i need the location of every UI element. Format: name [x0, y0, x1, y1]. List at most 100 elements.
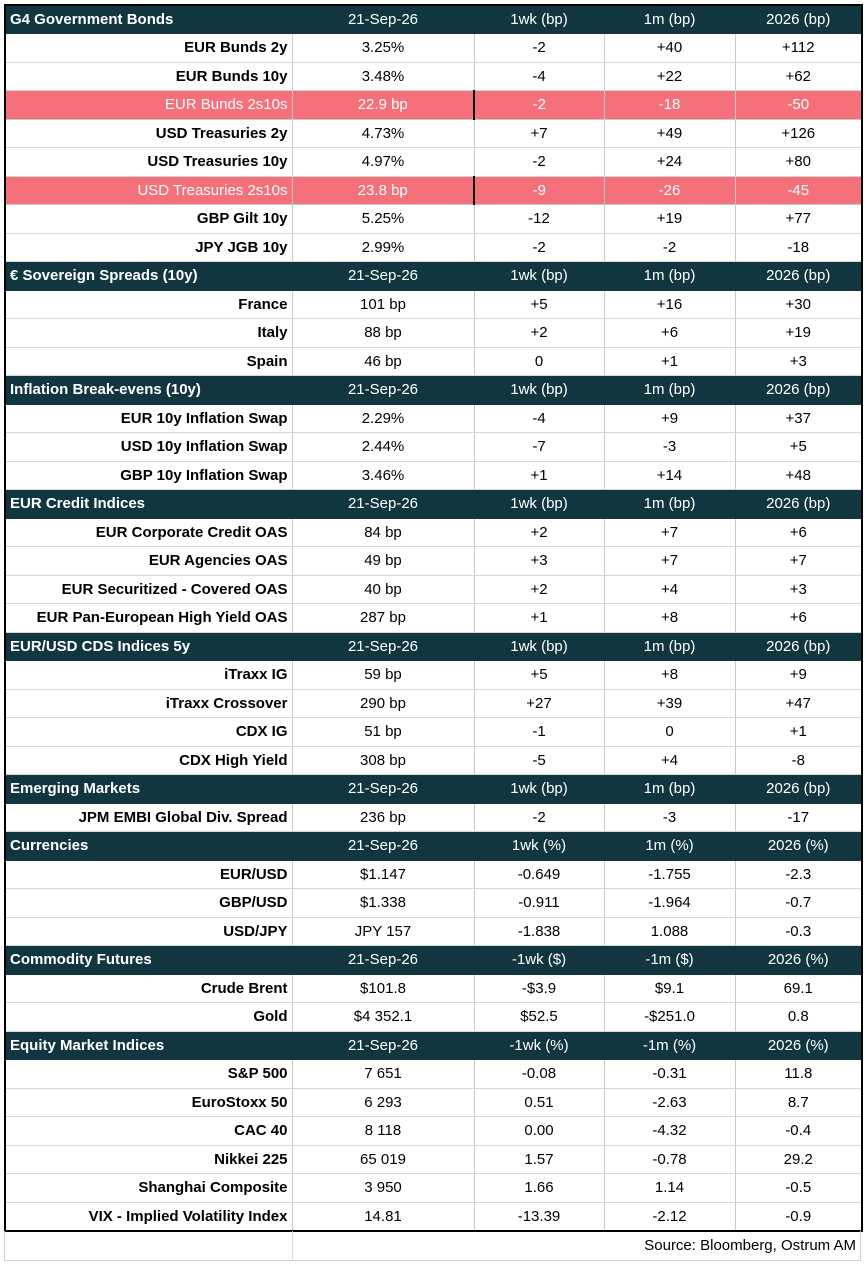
- value-cell: -26: [603, 176, 736, 205]
- value-cell: $4 352.1: [291, 1002, 475, 1032]
- source-footer: Source: Bloomberg, Ostrum AM: [4, 1231, 861, 1261]
- value-cell: 2.99%: [291, 233, 475, 262]
- value-cell: -0.5: [734, 1173, 863, 1203]
- row-label: EUR Agencies OAS: [4, 546, 293, 576]
- row-label: Gold: [4, 1002, 293, 1032]
- table-row: iTraxx Crossover 290 bp +27 +39 +47: [4, 689, 863, 718]
- value-cell: -0.4: [734, 1116, 863, 1146]
- value-cell: -2: [473, 233, 605, 262]
- row-label: USD/JPY: [4, 917, 293, 946]
- value-cell: +27: [473, 689, 605, 718]
- value-cell: -2: [473, 803, 605, 832]
- column-header: -1m ($): [603, 945, 736, 975]
- value-cell: +5: [734, 432, 863, 462]
- section-title: € Sovereign Spreads (10y): [4, 261, 293, 291]
- column-header: 21-Sep-26: [291, 1030, 475, 1060]
- row-label: USD Treasuries 10y: [4, 147, 293, 177]
- row-label: JPM EMBI Global Div. Spread: [4, 803, 293, 832]
- value-cell: 29.2: [734, 1145, 863, 1174]
- row-label: CDX IG: [4, 717, 293, 747]
- value-cell: 84 bp: [291, 518, 475, 547]
- value-cell: +7: [603, 518, 736, 547]
- value-cell: -50: [734, 90, 863, 120]
- table-row: S&P 500 7 651 -0.08 -0.31 11.8: [4, 1059, 863, 1089]
- table-row: France 101 bp +5 +16 +30: [4, 290, 863, 319]
- value-cell: -0.9: [734, 1202, 863, 1232]
- column-header: -1wk ($): [473, 945, 605, 975]
- value-cell: -0.08: [473, 1059, 605, 1089]
- value-cell: +14: [603, 461, 736, 490]
- value-cell: 2.29%: [291, 404, 475, 433]
- value-cell: -18: [603, 90, 736, 120]
- value-cell: +8: [603, 660, 736, 690]
- row-label: EUR/USD: [4, 860, 293, 889]
- table-row: CDX IG 51 bp -1 0 +1: [4, 717, 863, 747]
- section-header: Equity Market Indices 21-Sep-26 -1wk (%) -1…: [4, 1030, 863, 1060]
- row-label: EUR Bunds 2y: [4, 33, 293, 63]
- table-row: USD 10y Inflation Swap 2.44% -7 -3 +5: [4, 432, 863, 462]
- source-note: Source: Bloomberg, Ostrum AM: [644, 1237, 856, 1254]
- table-row: Nikkei 225 65 019 1.57 -0.78 29.2: [4, 1145, 863, 1174]
- value-cell: -0.31: [603, 1059, 736, 1089]
- value-cell: +3: [734, 575, 863, 604]
- column-header: 1wk (%): [473, 831, 605, 861]
- value-cell: -2.3: [734, 860, 863, 889]
- section-header: Inflation Break-evens (10y) 21-Sep-26 1wk …: [4, 375, 863, 405]
- value-cell: -0.911: [473, 888, 605, 918]
- table-body: G4 Government Bonds 21-Sep-26 1wk (bp) 1m (…: [4, 4, 863, 1232]
- value-cell: +4: [603, 746, 736, 775]
- value-cell: 3.25%: [291, 33, 475, 63]
- row-label: CAC 40: [4, 1116, 293, 1146]
- table-row: GBP/USD $1.338 -0.911 -1.964 -0.7: [4, 888, 863, 918]
- value-cell: 236 bp: [291, 803, 475, 832]
- value-cell: 1.14: [603, 1173, 736, 1203]
- value-cell: -4.32: [603, 1116, 736, 1146]
- column-header: 21-Sep-26: [291, 774, 475, 804]
- value-cell: +2: [473, 575, 605, 604]
- value-cell: 287 bp: [291, 603, 475, 633]
- value-cell: -3: [603, 803, 736, 832]
- row-label: Italy: [4, 318, 293, 348]
- row-label: France: [4, 290, 293, 319]
- section-title: Emerging Markets: [4, 774, 293, 804]
- value-cell: 23.8 bp: [291, 176, 475, 205]
- value-cell: +47: [734, 689, 863, 718]
- table-row: Gold $4 352.1 $52.5 -$251.0 0.8: [4, 1002, 863, 1032]
- row-label: JPY JGB 10y: [4, 233, 293, 262]
- value-cell: $1.147: [291, 860, 475, 889]
- value-cell: -8: [734, 746, 863, 775]
- column-header: 1m (%): [603, 831, 736, 861]
- value-cell: -2: [473, 90, 605, 120]
- section-title: EUR Credit Indices: [4, 489, 293, 519]
- table-row: Crude Brent $101.8 -$3.9 $9.1 69.1: [4, 974, 863, 1003]
- table-row: iTraxx IG 59 bp +5 +8 +9: [4, 660, 863, 690]
- table-row: USD Treasuries 10y 4.97% -2 +24 +80: [4, 147, 863, 177]
- value-cell: -17: [734, 803, 863, 832]
- table-row: EUR Pan-European High Yield OAS 287 bp +1 +…: [4, 603, 863, 633]
- column-header: 2026 (bp): [734, 375, 863, 405]
- section-header: Currencies 21-Sep-26 1wk (%) 1m (%) 2026 (%): [4, 831, 863, 861]
- value-cell: +77: [734, 204, 863, 234]
- value-cell: -2: [473, 33, 605, 63]
- row-label: USD Treasuries 2y: [4, 119, 293, 148]
- value-cell: -1: [473, 717, 605, 747]
- value-cell: 4.97%: [291, 147, 475, 177]
- table-row: EuroStoxx 50 6 293 0.51 -2.63 8.7: [4, 1088, 863, 1117]
- value-cell: 1.57: [473, 1145, 605, 1174]
- value-cell: +19: [734, 318, 863, 348]
- value-cell: $52.5: [473, 1002, 605, 1032]
- value-cell: +126: [734, 119, 863, 148]
- value-cell: 4.73%: [291, 119, 475, 148]
- value-cell: -1.755: [603, 860, 736, 889]
- value-cell: 22.9 bp: [291, 90, 475, 120]
- value-cell: -4: [473, 404, 605, 433]
- value-cell: 0.8: [734, 1002, 863, 1032]
- value-cell: +1: [473, 603, 605, 633]
- column-header: 1m (bp): [603, 489, 736, 519]
- row-label: EuroStoxx 50: [4, 1088, 293, 1117]
- value-cell: +1: [734, 717, 863, 747]
- column-header: 1wk (bp): [473, 261, 605, 291]
- value-cell: +16: [603, 290, 736, 319]
- table-row: USD/JPY JPY 157 -1.838 1.088 -0.3: [4, 917, 863, 946]
- value-cell: 8 118: [291, 1116, 475, 1146]
